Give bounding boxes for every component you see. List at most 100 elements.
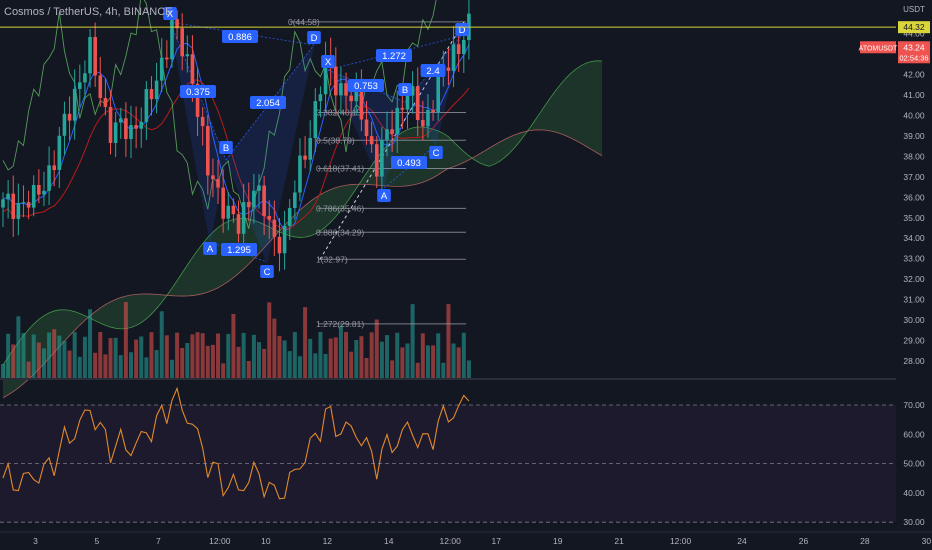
candle-body	[47, 165, 51, 191]
time-tick: 21	[614, 536, 624, 546]
time-tick: 24	[737, 536, 747, 546]
time-tick: 5	[95, 536, 100, 546]
candle-body	[88, 37, 92, 74]
volume-bar	[251, 334, 256, 378]
candle-body	[154, 80, 159, 100]
candle-body	[31, 184, 36, 208]
fib-label: 0.786(35.46)	[316, 203, 364, 213]
candle-body	[170, 19, 174, 60]
point-d1-badge	[307, 31, 321, 44]
volume-bar	[323, 353, 328, 378]
candle-body	[380, 139, 384, 177]
volume-bar	[108, 338, 113, 378]
candle-body	[52, 165, 56, 171]
ratio-label: 0.753	[354, 81, 378, 92]
volume-bars	[1, 302, 471, 378]
volume-bar	[405, 343, 410, 378]
candle-body	[426, 109, 430, 127]
candle-body	[57, 135, 62, 171]
ratio-label-badge	[250, 96, 286, 109]
candle-body	[16, 203, 21, 219]
volume-bar	[461, 332, 466, 378]
candle-body	[1, 199, 5, 208]
ratio-label-badge	[391, 156, 427, 169]
candle-body	[415, 86, 420, 121]
volume-bar	[144, 357, 149, 378]
rsi-tick: 60.00	[903, 429, 925, 439]
volume-bar	[175, 332, 180, 378]
ratio-label: 2.054	[256, 98, 280, 109]
volume-bar	[134, 339, 139, 378]
volume-bar	[379, 341, 384, 378]
candle-body	[262, 185, 266, 216]
fib-label: 0.5(38.79)	[316, 135, 355, 145]
candle-body	[374, 144, 379, 177]
candle-body	[62, 113, 67, 136]
candle-body	[293, 192, 297, 209]
volume-bar	[303, 307, 308, 378]
point-x2-badge	[321, 55, 335, 68]
candle-body	[354, 88, 359, 102]
candle-body	[195, 83, 200, 117]
volume-bar	[93, 352, 98, 378]
volume-bar	[31, 334, 36, 378]
candle-body	[257, 185, 261, 191]
candle-body	[364, 119, 369, 137]
volume-bar	[195, 332, 200, 378]
volume-bar	[369, 332, 374, 378]
time-tick: 12:00	[209, 536, 231, 546]
fib-label: 0.382(40.15)	[316, 107, 364, 117]
volume-bar	[149, 332, 154, 378]
price-tick: 37.00	[903, 172, 925, 182]
candle-body	[303, 155, 307, 160]
volume-bar	[36, 342, 41, 378]
point-d2: D	[459, 25, 466, 36]
point-a2: A	[381, 191, 388, 202]
candle-body	[405, 95, 410, 110]
candle-body	[318, 94, 323, 102]
candle-body	[436, 74, 440, 113]
candle-body	[67, 113, 72, 121]
ma-lagging	[2, 0, 437, 229]
pattern-diagonal	[169, 21, 227, 161]
volume-bar	[16, 316, 21, 378]
time-tick: 17	[492, 536, 502, 546]
candle-body	[139, 121, 144, 129]
candle-body	[11, 193, 16, 219]
ratio-label-badge	[222, 30, 258, 43]
candle-body	[190, 54, 195, 84]
fib-label: 0(44.58)	[288, 17, 320, 27]
pattern-labels: X A B C D X A B C D 0.886 0.375 2.054 1.295 1.272 0.753…	[163, 7, 469, 278]
volume-bar	[154, 350, 159, 378]
symbol-tag-bg	[860, 41, 896, 54]
point-x1-badge	[163, 7, 177, 20]
volume-bar	[57, 335, 62, 378]
volume-bar	[267, 302, 272, 378]
time-tick: 3	[33, 536, 38, 546]
candle-body	[165, 57, 169, 60]
volume-bar	[257, 342, 261, 378]
price-tick: 31.00	[903, 295, 925, 305]
point-d1: D	[311, 33, 318, 44]
volume-bar	[333, 337, 338, 378]
candle-body	[400, 107, 405, 110]
volume-bar	[21, 333, 26, 378]
volume-bar	[395, 332, 400, 378]
ratio-label: 1.295	[227, 245, 251, 256]
ratio-label-badge	[348, 79, 384, 92]
candle-body	[344, 83, 348, 96]
point-x2: X	[325, 57, 332, 68]
time-tick: 19	[553, 536, 563, 546]
candle-body	[93, 37, 97, 76]
point-b2-badge	[398, 83, 412, 96]
high-line-tag	[898, 21, 930, 34]
time-tick: 28	[860, 536, 870, 546]
time-tick: 14	[384, 536, 394, 546]
point-b1: B	[223, 143, 229, 154]
volume-bar	[113, 337, 118, 378]
volume-bar	[67, 350, 72, 378]
volume-bar	[354, 340, 359, 378]
volume-bar	[11, 344, 16, 378]
time-tick: 12	[323, 536, 333, 546]
